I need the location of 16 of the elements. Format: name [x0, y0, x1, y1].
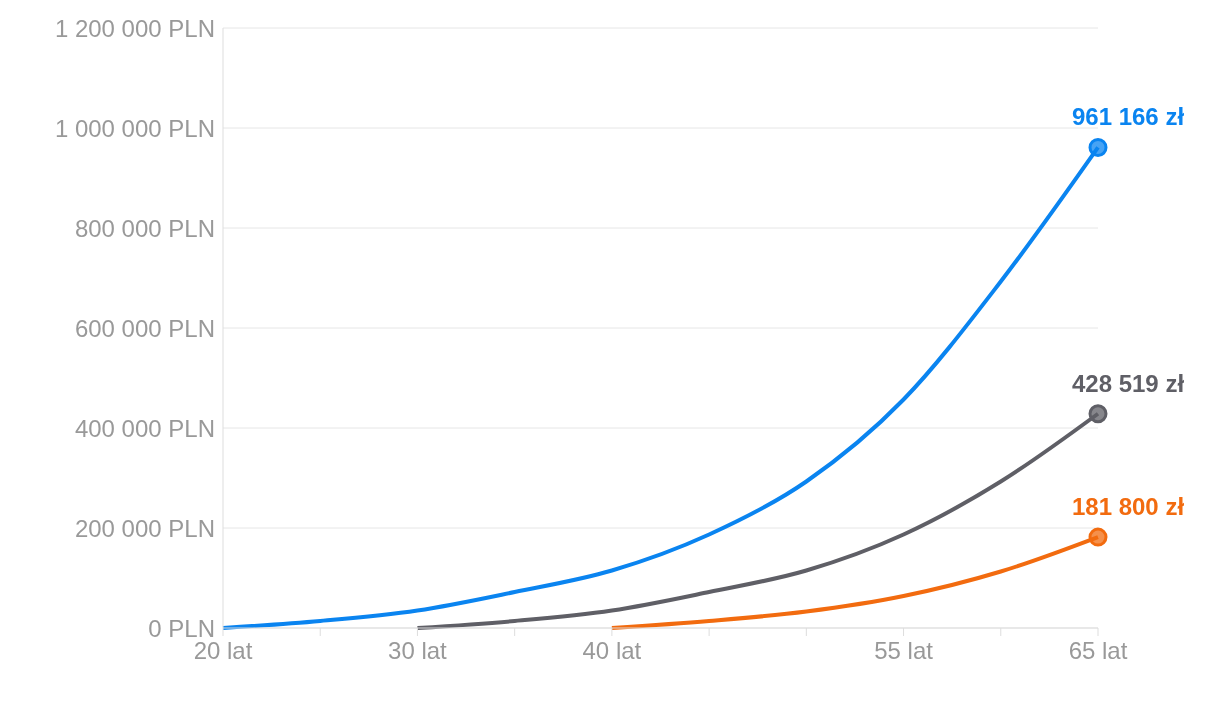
point: [1088, 137, 1108, 157]
point: [1088, 404, 1108, 424]
x-tick-label: 40 lat: [582, 637, 642, 665]
point: [1088, 527, 1108, 547]
y-tick-label: 400 000 PLN: [74, 414, 215, 442]
y-tick-label: 1 000 000 PLN: [54, 114, 215, 142]
x-tick-label: 30 lat: [388, 637, 448, 665]
data-label: 428 519 zł: [1071, 369, 1185, 397]
data-label: 961 166 zł: [1071, 103, 1185, 131]
y-tick-label: 1 200 000 PLN: [54, 14, 215, 42]
data-label: 181 800 zł: [1071, 493, 1185, 521]
y-tick-label: 600 000 PLN: [74, 314, 215, 342]
x-tick-label: 65 lat: [1068, 637, 1128, 665]
y-tick-label: 200 000 PLN: [74, 514, 215, 542]
x-tick-label: 55 lat: [874, 637, 934, 665]
y-tick-label: 800 000 PLN: [74, 214, 215, 242]
